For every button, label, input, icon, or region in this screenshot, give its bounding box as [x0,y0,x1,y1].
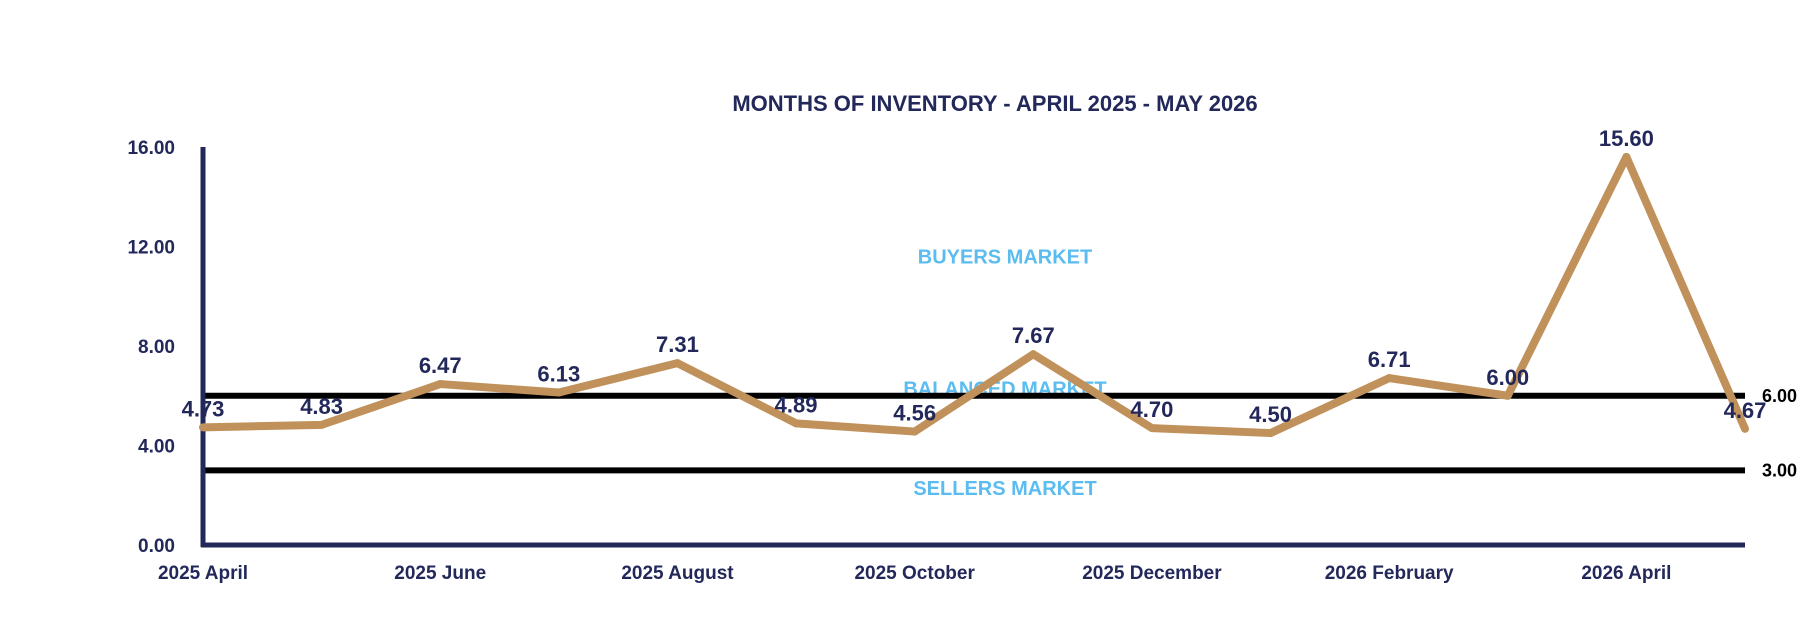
data-point [1147,424,1156,433]
x-axis-tick-labels: 2025 April 2025 June 2025 August 2025 Octob… [158,563,1672,584]
data-label: 6.71 [1368,347,1411,372]
data-point [436,380,445,389]
y-tick-label: 4.00 [138,437,175,458]
data-point [1741,424,1749,433]
x-tick-label: 2025 August [621,563,734,584]
y-tick-label: 0.00 [138,536,175,557]
data-point [792,419,801,428]
data-label: 4.70 [1131,397,1174,422]
reference-line-label: 6.00 [1762,386,1797,406]
data-label: 6.00 [1486,365,1529,390]
data-point [1622,152,1631,161]
data-label: 4.50 [1249,402,1292,427]
data-point [1266,429,1275,438]
series-line [202,152,1749,438]
data-point [199,423,207,432]
data-label: 7.31 [656,332,699,357]
data-point [554,388,563,397]
x-tick-label: 2025 October [854,563,975,584]
data-label: 7.67 [1012,323,1055,348]
x-tick-label: 2025 December [1082,563,1222,584]
data-label: 6.13 [537,362,580,387]
data-label: 4.67 [1724,398,1767,423]
data-point [910,427,919,436]
x-tick-label: 2026 February [1325,563,1454,584]
x-tick-label: 2025 June [394,563,486,584]
y-tick-label: 8.00 [138,337,175,358]
data-label: 4.73 [182,396,225,421]
data-label: 4.56 [893,401,936,426]
data-label: 4.83 [300,394,343,419]
data-point [1503,391,1512,400]
x-tick-label: 2025 April [158,563,248,584]
chart-axes [200,147,1745,548]
y-tick-label: 12.00 [127,238,175,259]
data-point [1029,350,1038,359]
inventory-series [199,152,1749,438]
data-point [673,359,682,368]
data-point [1385,374,1394,383]
data-label: 6.47 [419,353,462,378]
data-point [317,420,326,429]
data-labels: 4.73 4.83 6.47 6.13 7.31 4.89 4.56 7.67 4.70 4.50… [182,126,1767,427]
chart-title: MONTHS OF INVENTORY - APRIL 2025 - MAY 2… [732,91,1257,116]
y-tick-label: 16.00 [127,138,175,159]
zone-label: SELLERS MARKET [913,478,1096,500]
reference-line-label: 3.00 [1762,460,1797,480]
data-label: 4.89 [775,392,818,417]
data-label: 15.60 [1599,126,1654,151]
y-axis-tick-labels: 0.00 4.00 8.00 12.00 16.00 [127,138,175,557]
zone-label: BUYERS MARKET [918,246,1092,268]
x-tick-label: 2026 April [1581,563,1671,584]
